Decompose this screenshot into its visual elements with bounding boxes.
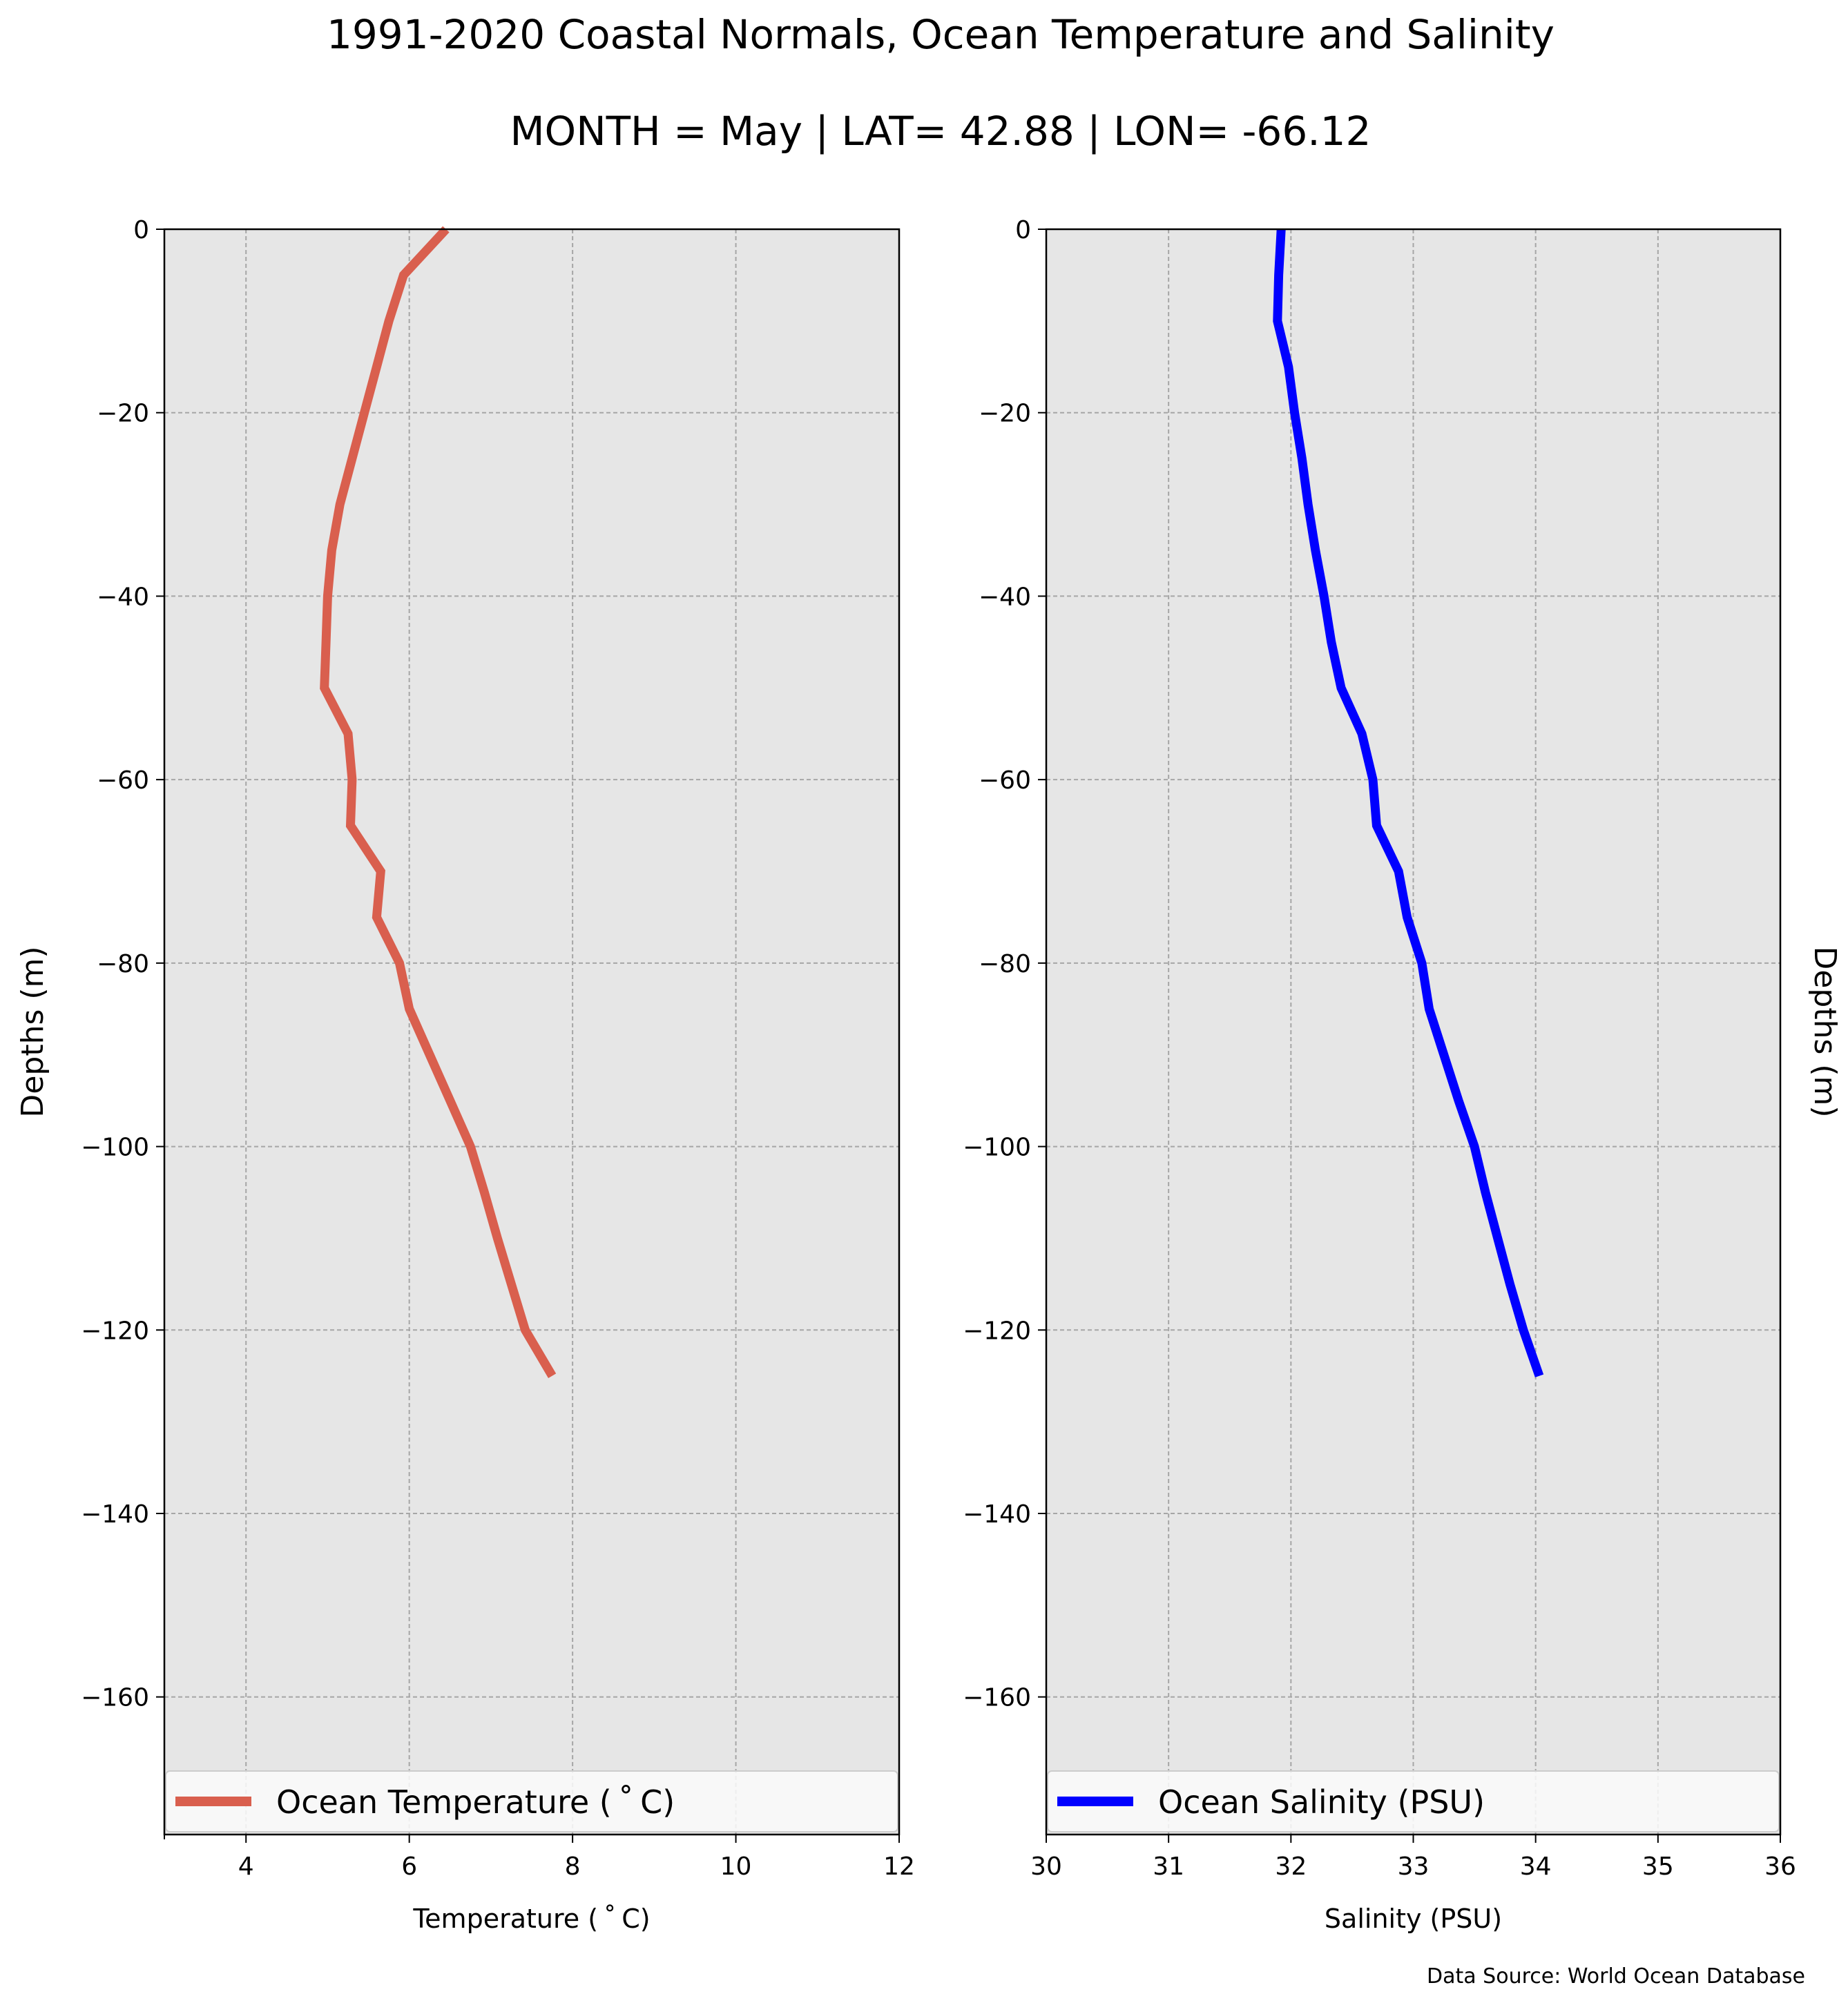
x-axis-label: Temperature ( ˚ C) [412, 1904, 650, 1934]
x-tick-label: 35 [1642, 1852, 1674, 1881]
series-line [320, 226, 557, 1378]
y-tick-label: −100 [81, 1134, 149, 1162]
x-tick-label: 30 [1030, 1852, 1062, 1881]
y-tick-label: −100 [963, 1134, 1031, 1162]
y-tick-label: −40 [97, 583, 149, 611]
y-tick-label: −140 [963, 1500, 1031, 1529]
axes-frame [163, 228, 901, 1836]
plot-area [164, 229, 899, 1835]
y-tick-label: 0 [133, 216, 149, 244]
x-tick-label: 12 [883, 1852, 915, 1881]
legend-box [165, 1770, 898, 1832]
x-tick-label: 4 [238, 1852, 254, 1881]
x-tick-label: 8 [565, 1852, 581, 1881]
x-tick-label: 31 [1153, 1852, 1184, 1881]
y-tick-label: −120 [81, 1317, 149, 1345]
x-tick-label: 36 [1764, 1852, 1796, 1881]
legend-box [1047, 1770, 1780, 1832]
x-tick-label: 34 [1520, 1852, 1552, 1881]
data-source-note: Data Source: World Ocean Database [1427, 1964, 1805, 1989]
legend-label: Ocean Temperature ( ˚ C) [276, 1783, 675, 1821]
y-tick-label: −20 [97, 400, 149, 428]
figure-subtitle: MONTH = May | LAT= 42.88 | LON= -66.12 [510, 108, 1371, 155]
x-tick-label: 10 [720, 1852, 752, 1881]
y-tick-label: −160 [963, 1684, 1031, 1712]
y-tick-label: −80 [979, 950, 1031, 978]
figure-title: 1991-2020 Coastal Normals, Ocean Tempera… [327, 11, 1555, 58]
y-axis-label: Depths (m) [15, 946, 50, 1117]
y-tick-label: −60 [97, 766, 149, 795]
series-line [1273, 229, 1544, 1377]
y-tick-label: −40 [979, 583, 1031, 611]
y-tick-label: 0 [1015, 216, 1031, 244]
salinity-panel: Ocean Salinity (PSU) 30 31 32 33 34 35 36 0 −20 −4… [963, 216, 1842, 1934]
y-tick-label: −120 [963, 1317, 1031, 1345]
legend-label: Ocean Salinity (PSU) [1158, 1783, 1485, 1821]
x-axis-label: Salinity (PSU) [1325, 1904, 1502, 1934]
y-tick-label: −60 [979, 766, 1031, 795]
y-tick-label: −80 [97, 950, 149, 978]
y-tick-label: −160 [81, 1684, 149, 1712]
x-tick-label: 33 [1398, 1852, 1430, 1881]
x-tick-label: 6 [401, 1852, 417, 1881]
x-tick-label: 32 [1275, 1852, 1307, 1881]
y-axis-label: Depths (m) [1807, 946, 1842, 1117]
y-tick-label: −140 [81, 1500, 149, 1529]
temperature-panel: Ocean Temperature ( ˚ C) 4 6 8 10 12 0 −20 −40 −6… [15, 216, 915, 1934]
y-tick-label: −20 [979, 400, 1031, 428]
